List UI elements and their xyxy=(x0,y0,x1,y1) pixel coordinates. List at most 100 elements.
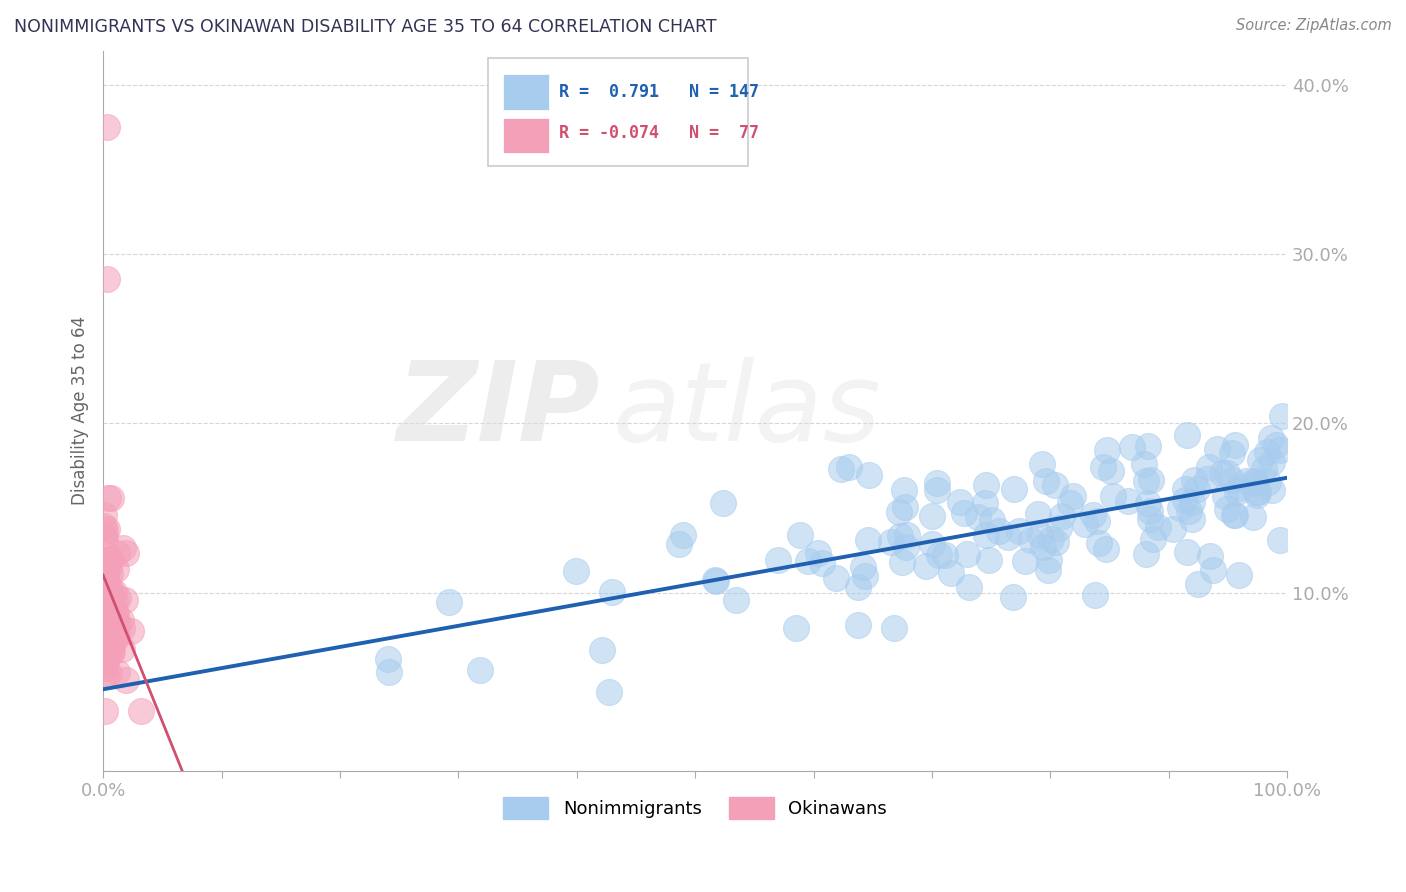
Point xyxy=(1211,466,1233,480)
Point xyxy=(941,566,963,581)
Point xyxy=(96,558,118,572)
Point xyxy=(468,663,491,677)
Point xyxy=(93,529,115,543)
Point xyxy=(107,591,129,605)
Point xyxy=(894,540,917,554)
Point xyxy=(1246,488,1268,502)
Point xyxy=(1241,509,1264,524)
Text: atlas: atlas xyxy=(612,357,880,464)
Point xyxy=(830,461,852,475)
Point xyxy=(974,528,997,542)
Point xyxy=(1007,524,1029,538)
Point xyxy=(1271,409,1294,424)
FancyBboxPatch shape xyxy=(503,74,550,110)
Point xyxy=(997,530,1019,544)
Point xyxy=(96,571,118,585)
Point xyxy=(93,621,115,635)
Point xyxy=(94,655,117,669)
Point xyxy=(1139,512,1161,526)
Point xyxy=(100,552,122,566)
Point xyxy=(98,567,121,582)
Point xyxy=(98,603,121,617)
Point xyxy=(967,509,990,524)
Point xyxy=(858,533,880,547)
Point xyxy=(565,565,588,579)
Point xyxy=(94,704,117,718)
Point xyxy=(1029,527,1052,541)
Point xyxy=(1202,563,1225,577)
Point xyxy=(1168,501,1191,516)
Point xyxy=(1174,493,1197,508)
Point xyxy=(1198,460,1220,475)
Point xyxy=(598,685,620,699)
Point xyxy=(94,609,117,624)
Point xyxy=(1175,545,1198,559)
Point xyxy=(1026,508,1049,522)
Point xyxy=(1264,437,1286,451)
Point xyxy=(94,626,117,640)
Point xyxy=(96,574,118,588)
Point xyxy=(1118,493,1140,508)
Point xyxy=(846,580,869,594)
Point xyxy=(928,549,950,563)
Point xyxy=(600,585,623,599)
Text: R = -0.074   N =  77: R = -0.074 N = 77 xyxy=(560,125,759,143)
Point xyxy=(1223,508,1246,522)
Point xyxy=(1227,567,1250,582)
Point xyxy=(1216,466,1239,480)
Point xyxy=(115,673,138,687)
Point xyxy=(1135,547,1157,561)
Point xyxy=(1059,496,1081,510)
Point xyxy=(846,618,869,632)
Point xyxy=(100,640,122,655)
Point xyxy=(806,546,828,560)
Point xyxy=(1135,474,1157,488)
Point xyxy=(956,547,979,561)
Point xyxy=(1101,464,1123,478)
Point xyxy=(838,460,860,475)
Point xyxy=(724,593,747,607)
Point xyxy=(98,582,121,597)
Point xyxy=(97,491,120,506)
Point xyxy=(93,508,115,523)
Point xyxy=(97,606,120,620)
Point xyxy=(894,500,917,515)
Point xyxy=(96,602,118,616)
Point xyxy=(980,513,1002,527)
Point xyxy=(1032,540,1054,554)
Point xyxy=(973,496,995,510)
Point xyxy=(129,704,152,718)
Point xyxy=(915,558,938,573)
Point xyxy=(889,529,911,543)
Point xyxy=(1213,489,1236,503)
Point xyxy=(93,595,115,609)
Point xyxy=(1062,489,1084,503)
Point xyxy=(120,624,142,638)
Point xyxy=(1137,496,1160,510)
Point xyxy=(96,120,118,134)
Point xyxy=(93,524,115,538)
Point xyxy=(1147,520,1170,534)
Text: ZIP: ZIP xyxy=(396,357,600,464)
Point xyxy=(1136,439,1159,453)
Point xyxy=(934,548,956,562)
Point xyxy=(704,573,727,587)
Point xyxy=(1043,477,1066,491)
Point xyxy=(1052,509,1074,524)
Point xyxy=(105,562,128,576)
Point xyxy=(1206,442,1229,456)
Point xyxy=(1244,475,1267,490)
Point xyxy=(1246,485,1268,500)
Point xyxy=(1181,512,1204,526)
Point xyxy=(96,587,118,601)
Point xyxy=(94,609,117,624)
Point xyxy=(1270,442,1292,457)
Point xyxy=(1092,459,1115,474)
Point xyxy=(1139,503,1161,517)
Point xyxy=(93,590,115,604)
Point xyxy=(1097,442,1119,457)
Point xyxy=(103,615,125,630)
Point xyxy=(1039,532,1062,546)
Point xyxy=(96,614,118,628)
Point xyxy=(96,522,118,536)
